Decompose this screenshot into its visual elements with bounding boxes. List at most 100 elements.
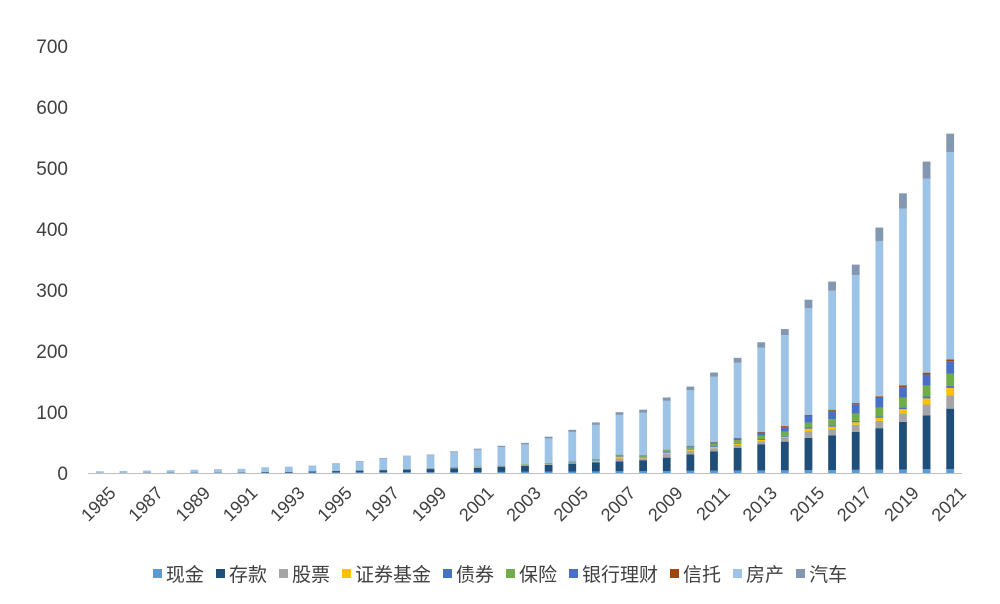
bar-segment	[497, 471, 506, 473]
bar-stack	[450, 451, 459, 473]
bar-stack	[284, 466, 293, 473]
legend-swatch	[152, 568, 162, 578]
bar-segment	[686, 454, 695, 471]
y-tick-label: 300	[36, 281, 68, 302]
bar-segment	[190, 469, 199, 473]
bar-segment	[804, 308, 813, 415]
bar-stack	[214, 469, 222, 473]
bar-segment	[308, 465, 317, 472]
bar-segment	[450, 468, 459, 473]
bar-segment	[639, 457, 648, 459]
bar-stack	[355, 460, 364, 473]
bar-segment	[379, 470, 388, 473]
bar-segment	[662, 457, 671, 472]
bar-stack	[497, 445, 506, 473]
bar-segment	[284, 471, 293, 473]
bar-segment	[875, 407, 884, 417]
bar-segment	[899, 397, 907, 408]
bar-segment	[214, 469, 222, 473]
bar-segment	[780, 329, 789, 336]
x-tick-label: 2013	[739, 483, 781, 525]
legend-label: 汽车	[809, 563, 848, 586]
bar-segment	[686, 470, 695, 473]
x-tick-label: 1989	[172, 483, 214, 525]
legend-swatch	[569, 568, 579, 578]
bar-segment	[875, 240, 884, 397]
x-tick-label: 1999	[408, 483, 450, 525]
bar-segment	[544, 438, 553, 463]
bar-segment	[780, 436, 789, 438]
bar-segment	[899, 409, 907, 414]
bar-segment	[591, 422, 600, 425]
y-tick-label: 600	[36, 98, 68, 119]
bar-stack	[332, 463, 340, 473]
bar-stack	[804, 299, 813, 473]
legend-item: 保险	[506, 560, 557, 587]
legend-swatch	[733, 568, 743, 578]
bar-segment	[591, 459, 600, 461]
bar-segment	[639, 455, 648, 457]
legend-item: 证券基金	[341, 560, 431, 587]
bar-segment	[426, 472, 435, 473]
bar-stack	[95, 471, 104, 473]
legend-item: 汽车	[796, 560, 847, 587]
bar-segment	[355, 461, 364, 471]
bar-segment	[615, 454, 624, 457]
bar-segment	[686, 448, 695, 450]
bar-segment	[308, 471, 317, 473]
y-tick-label: 0	[57, 464, 68, 485]
bar-segment	[922, 385, 931, 397]
bar-segment	[450, 451, 459, 453]
bar-segment	[946, 385, 955, 388]
legend-swatch	[278, 568, 288, 578]
bar-segment	[710, 446, 718, 449]
bar-segment	[828, 409, 836, 411]
y-tick-label: 400	[36, 220, 68, 241]
bar-segment	[757, 431, 766, 433]
bar-segment	[733, 438, 742, 441]
bar-segment	[473, 467, 482, 472]
bar-segment	[662, 471, 671, 473]
x-tick-label: 2007	[597, 483, 639, 525]
legend-label: 证券基金	[354, 563, 431, 586]
bar-segment	[757, 441, 766, 445]
bar-segment	[828, 429, 836, 436]
bar-segment	[710, 451, 718, 471]
bar-segment	[237, 468, 246, 473]
legend-swatch	[796, 568, 806, 578]
bars	[95, 133, 955, 473]
bar-segment	[473, 448, 482, 450]
bar-segment	[946, 361, 955, 374]
bar-segment	[568, 471, 577, 473]
bar-segment	[922, 161, 931, 179]
x-tick-label: 2009	[644, 483, 686, 525]
y-tick-label: 100	[36, 403, 68, 424]
bar-segment	[875, 227, 884, 241]
bar-segment	[899, 208, 907, 386]
bar-segment	[804, 414, 813, 416]
bar-segment	[402, 472, 411, 473]
bar-segment	[851, 404, 860, 414]
bar-segment	[119, 470, 128, 473]
bar-segment	[780, 426, 789, 427]
bar-stack	[426, 454, 435, 473]
bar-segment	[851, 422, 860, 425]
bar-segment	[426, 455, 435, 468]
bar-segment	[828, 410, 836, 420]
bar-segment	[497, 465, 506, 466]
bar-stack	[922, 161, 931, 473]
bar-segment	[591, 424, 600, 460]
bar-segment	[899, 387, 907, 398]
bar-segment	[615, 412, 624, 415]
x-axis: 1985 1987 1989 1991 1993 1995 1997 1999 2001 2003…	[77, 483, 970, 525]
bar-segment	[899, 469, 907, 473]
bar-segment	[899, 421, 907, 470]
bar-segment	[922, 404, 931, 416]
bar-segment	[757, 342, 766, 348]
bar-segment	[733, 470, 742, 473]
legend-item: 信托	[670, 560, 721, 587]
bar-stack	[308, 465, 317, 473]
bar-segment	[615, 414, 624, 455]
bar-segment	[733, 443, 742, 445]
